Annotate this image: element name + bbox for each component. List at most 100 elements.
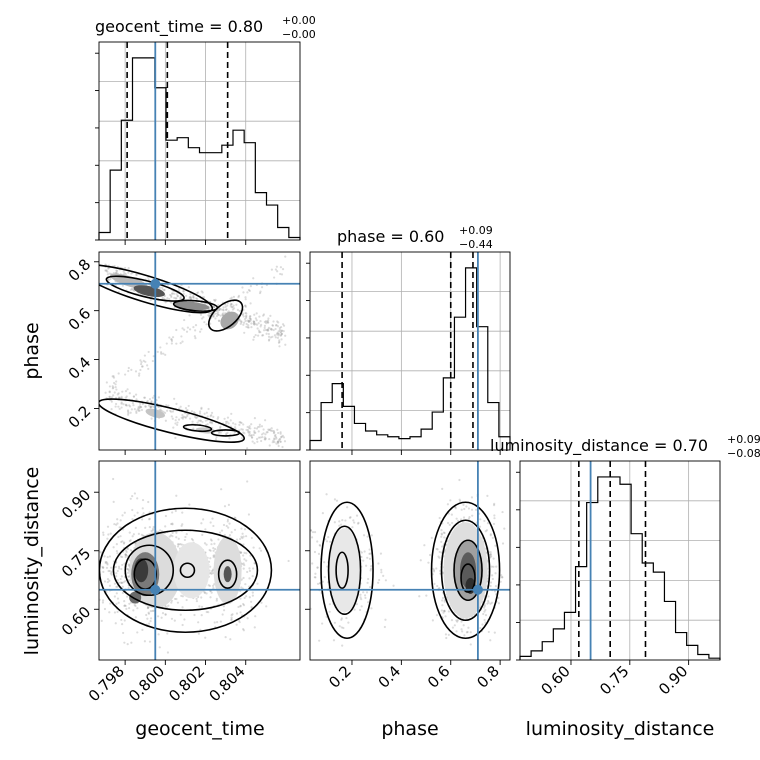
sample-point [164, 353, 167, 356]
sample-point [432, 570, 436, 573]
sample-point [332, 639, 336, 642]
sample-point [273, 334, 276, 337]
sample-point [124, 396, 127, 399]
sample-point [116, 393, 119, 396]
sample-point [237, 294, 241, 297]
sample-point [257, 425, 260, 429]
sample-point [241, 428, 244, 431]
sample-point [360, 598, 363, 601]
sample-point [170, 415, 173, 418]
sample-point [220, 488, 223, 491]
sample-point [245, 322, 248, 326]
sample-point [124, 553, 127, 556]
sample-point [486, 494, 489, 497]
sample-point [186, 326, 190, 329]
sample-point [441, 487, 444, 490]
sample-point [130, 641, 133, 644]
sample-point [152, 525, 155, 529]
sample-point [237, 605, 240, 609]
sample-point [313, 550, 317, 554]
sample-point [277, 439, 280, 442]
sample-point [150, 400, 153, 403]
sample-point [199, 419, 203, 422]
sample-point [248, 585, 251, 588]
sample-point [344, 519, 347, 522]
sample-point [377, 562, 380, 565]
sample-point [187, 286, 190, 289]
sample-point [108, 611, 111, 614]
sample-point [126, 388, 129, 391]
sample-point [210, 569, 213, 573]
sample-point [123, 272, 126, 275]
sample-point [160, 616, 163, 619]
sample-point [250, 436, 254, 439]
sample-point [365, 564, 368, 567]
title-phase: phase = 0.60 +0.09 −0.44 [337, 224, 493, 251]
sample-point [497, 602, 500, 605]
sample-point [458, 478, 461, 482]
sample-point [133, 514, 136, 517]
sample-point [243, 563, 246, 567]
sample-point [249, 318, 252, 321]
sample-point [357, 521, 360, 524]
sample-point [168, 336, 171, 339]
sample-point [253, 320, 256, 324]
sample-point [458, 498, 461, 501]
sample-point [280, 325, 283, 329]
sample-point [279, 437, 282, 440]
sample-point [248, 320, 251, 323]
sample-point [115, 549, 118, 553]
sample-point [246, 428, 250, 432]
sample-point [190, 537, 194, 541]
sample-point [199, 330, 202, 333]
sample-point [127, 267, 130, 270]
sample-point [216, 417, 219, 420]
sample-point [266, 431, 269, 434]
sample-point [277, 330, 280, 333]
sample-point [117, 601, 120, 604]
sample-point [423, 544, 426, 547]
sample-point [133, 408, 136, 411]
sample-point [260, 323, 263, 326]
sample-point [93, 584, 95, 586]
sample-point [487, 601, 490, 604]
sample-point [200, 596, 203, 599]
sample-point [267, 328, 270, 331]
sample-point [455, 619, 458, 622]
sample-point [117, 392, 120, 395]
sample-point [242, 423, 245, 426]
sample-point [247, 324, 250, 327]
sample-point [440, 609, 443, 612]
sample-point [203, 591, 206, 594]
sample-point [124, 553, 127, 556]
sample-point [440, 528, 443, 532]
sample-point [126, 568, 130, 571]
sample-point [248, 432, 251, 435]
sample-point [245, 316, 248, 319]
sample-point [280, 273, 284, 276]
sample-point [208, 314, 211, 317]
sample-point [269, 336, 272, 339]
sample-point [486, 602, 489, 605]
sample-point [311, 530, 315, 534]
sample-point [339, 523, 343, 526]
sample-point [101, 599, 105, 602]
sample-point [225, 524, 228, 528]
sample-point [492, 503, 496, 507]
sample-point [355, 603, 358, 606]
sample-point [321, 580, 324, 583]
panel-frame [98, 460, 301, 661]
sample-point [183, 618, 186, 621]
sample-point [147, 276, 150, 279]
sample-point [273, 276, 276, 279]
sample-point [482, 612, 485, 616]
sample-point [245, 314, 248, 317]
sample-point [190, 410, 194, 413]
title-sup: +0.00 [282, 14, 316, 27]
sample-point [428, 553, 432, 557]
sample-point [120, 581, 123, 584]
sample-point [264, 419, 267, 422]
sample-point [115, 602, 118, 605]
sample-point [325, 493, 328, 496]
sample-point [130, 287, 133, 290]
